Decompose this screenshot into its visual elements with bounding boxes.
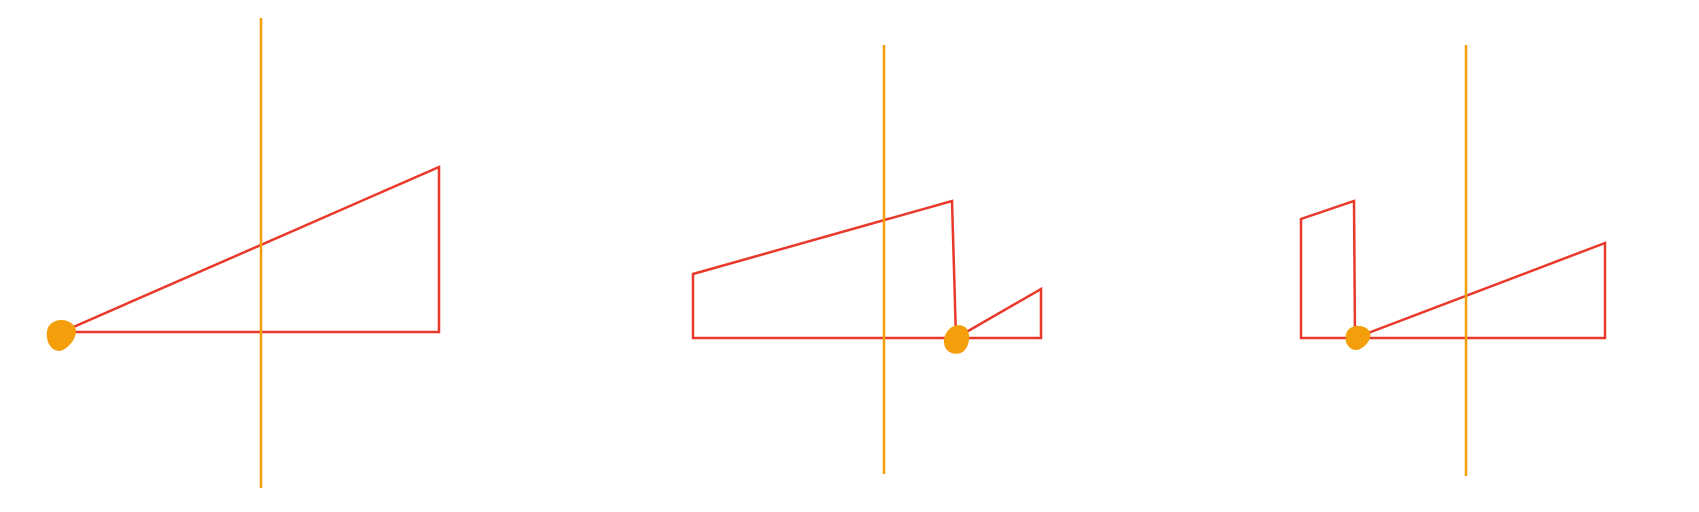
panel-2-pivot-dot: [943, 325, 970, 354]
panel-1-pivot-dot: [46, 319, 76, 351]
panel-2-triangle: [951, 286, 1043, 340]
panel-2-quadrilateral: [691, 199, 958, 340]
panel-3-quadrilateral: [1299, 199, 1357, 340]
panel-1-triangle: [61, 165, 441, 334]
panel-1: [46, 18, 441, 488]
panel-2: [691, 45, 1043, 474]
panel-3: [1299, 45, 1607, 476]
panel-3-triangle: [1354, 241, 1607, 340]
panel-3-pivot-dot: [1345, 325, 1371, 351]
